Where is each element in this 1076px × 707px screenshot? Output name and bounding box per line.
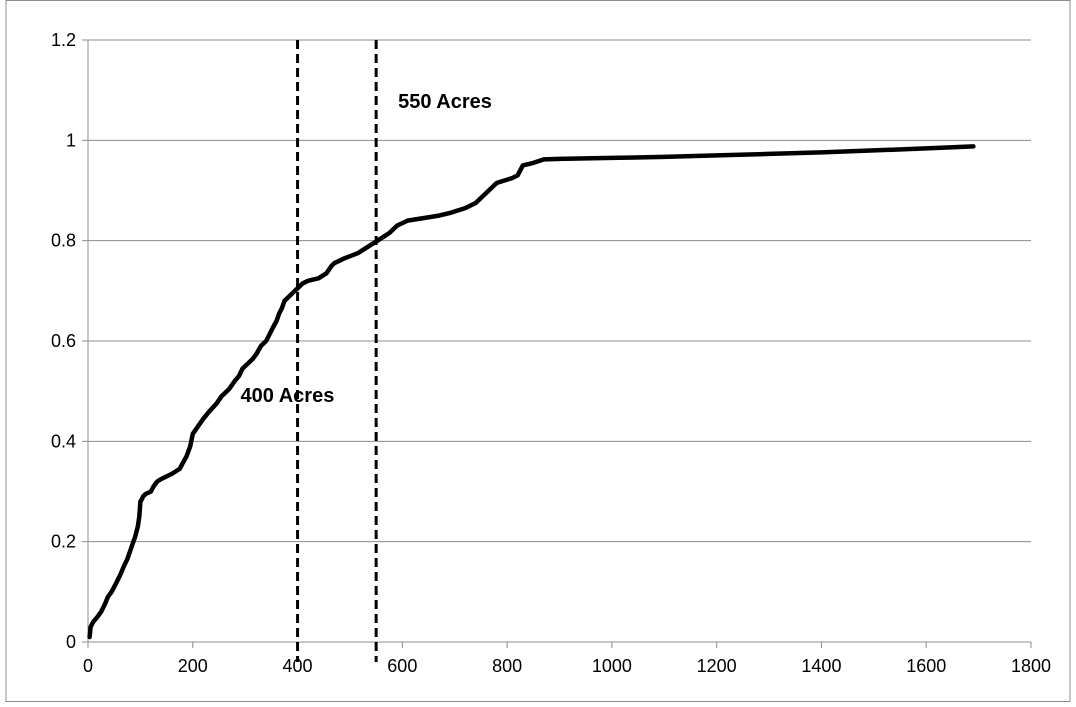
- annotation-layer: 400 Acres 550 Acres: [241, 91, 492, 407]
- x-tick-label: 1600: [906, 656, 946, 676]
- reference-label-550: 550 Acres: [398, 91, 492, 113]
- x-tick-label: 600: [387, 656, 417, 676]
- x-tick-label: 1400: [801, 656, 841, 676]
- y-tick-label: 0: [66, 632, 76, 652]
- x-tick-label: 1000: [592, 656, 632, 676]
- y-tick-label: 1: [66, 130, 76, 150]
- x-tick-label: 800: [492, 656, 522, 676]
- grid-layer: [88, 39, 1031, 543]
- reference-label-400: 400 Acres: [241, 385, 335, 407]
- y-tick-label: 0.8: [51, 231, 76, 251]
- y-tick-label: 0.4: [51, 431, 76, 451]
- chart-border: [5, 0, 1071, 702]
- x-tick-label: 400: [283, 656, 313, 676]
- x-tick-label: 0: [83, 656, 93, 676]
- y-tick-label: 0.2: [51, 532, 76, 552]
- series-layer: [87, 144, 976, 640]
- x-tick-label: 1800: [1011, 656, 1051, 676]
- x-tick-label: 1200: [697, 656, 737, 676]
- tick-label-layer: 0 0.2 0.4 0.6 0.8 1 1.2 0 200 400 600 800 1000 1200 14…: [51, 30, 1051, 676]
- y-tick-label: 1.2: [51, 30, 76, 50]
- x-tick-label: 200: [178, 656, 208, 676]
- y-tick-label: 0.6: [51, 331, 76, 351]
- reference-lines-layer: [296, 40, 378, 662]
- axis-layer: [82, 39, 1032, 648]
- series-line-0: [87, 144, 976, 640]
